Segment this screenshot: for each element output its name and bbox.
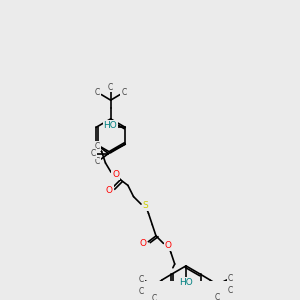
Text: C: C xyxy=(108,82,113,91)
Text: O: O xyxy=(140,239,146,248)
Text: C: C xyxy=(215,293,220,300)
Text: HO: HO xyxy=(103,121,117,130)
Text: C: C xyxy=(94,142,100,151)
Text: C: C xyxy=(139,287,144,296)
Text: C: C xyxy=(228,286,233,295)
Text: O: O xyxy=(106,186,113,195)
Text: C: C xyxy=(121,88,126,97)
Text: S: S xyxy=(143,202,148,211)
Text: C: C xyxy=(95,88,100,97)
Text: C: C xyxy=(139,275,144,284)
Text: C: C xyxy=(94,157,100,166)
Text: O: O xyxy=(165,241,172,250)
Text: C: C xyxy=(228,274,233,284)
Text: O: O xyxy=(112,169,119,178)
Text: C: C xyxy=(152,294,157,300)
Text: C: C xyxy=(91,149,96,158)
Text: HO: HO xyxy=(179,278,193,287)
